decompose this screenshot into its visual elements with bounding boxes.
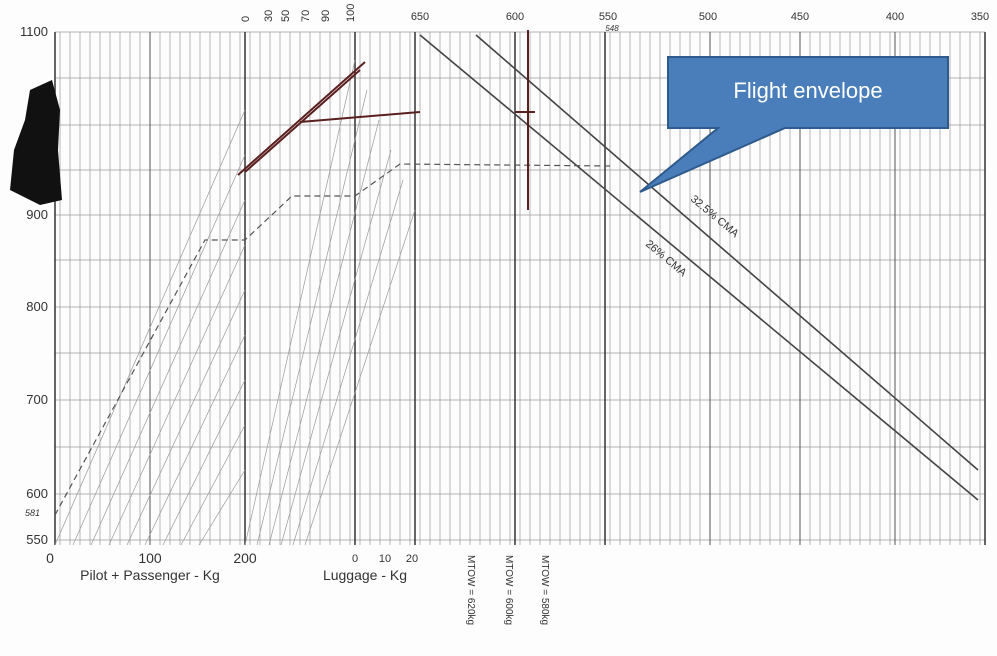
tick-label: 0: [46, 550, 54, 566]
tick-label: 500: [699, 11, 717, 23]
tick-label: 650: [411, 11, 429, 23]
tick-label: 90: [320, 10, 332, 22]
weight-balance-chart: Flight envelope 32.5% CMA 26% CMA Pilot …: [0, 0, 997, 656]
axis-title: Luggage - Kg: [323, 567, 407, 583]
tick-label: 581: [25, 508, 40, 518]
tick-label: 100: [138, 550, 162, 566]
tick-label: 1100: [20, 24, 48, 39]
tick-label: 700: [26, 392, 48, 407]
callout-text: Flight envelope: [733, 78, 882, 103]
tick-label: 100: [345, 4, 357, 22]
tick-label: 50: [280, 10, 292, 22]
tick-label: 10: [379, 553, 391, 565]
tick-label: 548: [605, 24, 619, 33]
tick-label: 550: [599, 11, 617, 23]
tick-label: 200: [233, 550, 257, 566]
mtow-label: MTOW = 580kg: [539, 555, 550, 625]
tick-label: 800: [26, 299, 48, 314]
tick-label: 550: [26, 532, 48, 547]
tick-label: 450: [791, 11, 809, 23]
tick-label: 600: [26, 486, 48, 501]
tick-label: 20: [406, 553, 418, 565]
tick-label: 0: [352, 553, 358, 565]
tick-label: 0: [240, 16, 252, 22]
tick-label: 30: [263, 10, 275, 22]
tick-label: 400: [886, 11, 904, 23]
tick-label: 900: [26, 207, 48, 222]
mtow-label: MTOW = 600kg: [503, 555, 514, 625]
tick-label: 600: [506, 11, 524, 23]
mtow-label: MTOW = 620kg: [465, 555, 476, 625]
axis-title: Pilot + Passenger - Kg: [80, 567, 220, 583]
tick-label: 350: [971, 11, 989, 23]
tick-label: 70: [300, 10, 312, 22]
